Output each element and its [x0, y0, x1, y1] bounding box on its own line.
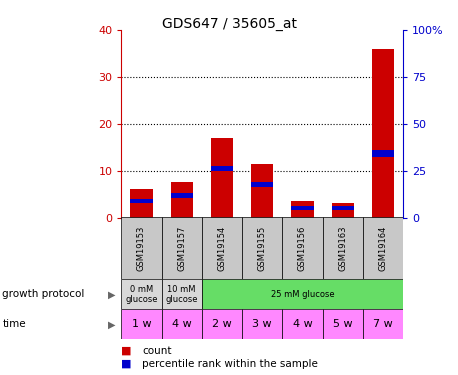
Text: 4 w: 4 w: [293, 320, 312, 329]
Text: 1 w: 1 w: [132, 320, 151, 329]
Bar: [121, 217, 162, 279]
Text: GSM19155: GSM19155: [258, 226, 267, 271]
Bar: [202, 309, 242, 339]
Bar: [372, 49, 394, 217]
Text: GDS647 / 35605_at: GDS647 / 35605_at: [162, 17, 296, 31]
Bar: [291, 201, 314, 217]
Bar: [162, 309, 202, 339]
Bar: [211, 138, 233, 218]
Bar: [202, 279, 403, 309]
Text: 2 w: 2 w: [212, 320, 232, 329]
Bar: [282, 217, 322, 279]
Bar: [211, 166, 233, 171]
Text: time: time: [2, 320, 26, 329]
Bar: [363, 309, 403, 339]
Text: GSM19163: GSM19163: [338, 226, 347, 271]
Bar: [322, 217, 363, 279]
Bar: [131, 189, 153, 217]
Text: 5 w: 5 w: [333, 320, 353, 329]
Bar: [162, 279, 202, 309]
Bar: [242, 217, 282, 279]
Bar: [363, 217, 403, 279]
Bar: [131, 199, 153, 203]
Text: GSM19156: GSM19156: [298, 226, 307, 271]
Text: 4 w: 4 w: [172, 320, 191, 329]
Bar: [251, 182, 273, 187]
Bar: [121, 309, 162, 339]
Bar: [121, 279, 162, 309]
Bar: [291, 206, 314, 210]
Text: 10 mM
glucose: 10 mM glucose: [165, 285, 198, 304]
Text: 0 mM
glucose: 0 mM glucose: [125, 285, 158, 304]
Text: growth protocol: growth protocol: [2, 290, 85, 299]
Text: GSM19164: GSM19164: [378, 226, 387, 271]
Text: GSM19153: GSM19153: [137, 226, 146, 271]
Bar: [322, 309, 363, 339]
Text: 25 mM glucose: 25 mM glucose: [271, 290, 334, 299]
Bar: [242, 309, 282, 339]
Text: GSM19157: GSM19157: [177, 226, 186, 271]
Bar: [372, 150, 394, 157]
Bar: [332, 203, 354, 217]
Bar: [171, 182, 193, 218]
Bar: [162, 217, 202, 279]
Text: ▶: ▶: [109, 290, 116, 299]
Text: 3 w: 3 w: [252, 320, 272, 329]
Bar: [332, 206, 354, 210]
Bar: [251, 164, 273, 218]
Bar: [282, 309, 322, 339]
Text: 7 w: 7 w: [373, 320, 393, 329]
Text: ▶: ▶: [109, 320, 116, 329]
Bar: [202, 217, 242, 279]
Text: ■: ■: [121, 346, 132, 355]
Text: ■: ■: [121, 359, 132, 369]
Text: GSM19154: GSM19154: [218, 226, 226, 271]
Text: percentile rank within the sample: percentile rank within the sample: [142, 359, 318, 369]
Text: count: count: [142, 346, 171, 355]
Bar: [171, 193, 193, 198]
